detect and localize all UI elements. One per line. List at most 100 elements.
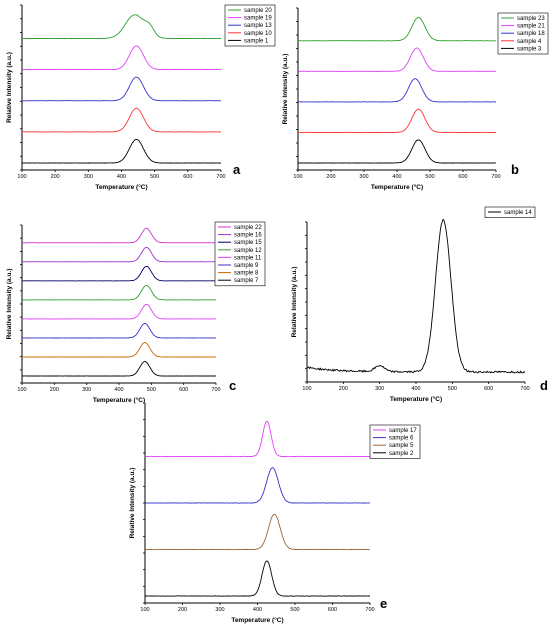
series-line-sample-19: [21, 45, 222, 71]
x-tick-label: 500: [448, 386, 457, 392]
series-line-sample-23: [297, 17, 496, 42]
legend-label: sample 20: [244, 8, 272, 14]
legend-label: sample 1: [244, 38, 269, 44]
series-line-sample-1: [22, 138, 222, 164]
x-tick-label: 500: [290, 607, 299, 613]
x-tick-label: 600: [458, 174, 467, 180]
x-tick-label: 100: [17, 174, 26, 180]
legend-label: sample 13: [244, 23, 272, 29]
x-tick-label: 200: [326, 174, 335, 180]
panel-c: 100 200 300 400 500 600 700 Temperature (°C) Rel…: [6, 221, 266, 404]
legend-label: sample 17: [389, 428, 417, 434]
panel-label: b: [511, 162, 519, 177]
x-tick-label: 600: [183, 174, 192, 180]
panel-label: a: [233, 162, 241, 177]
x-tick-label: 500: [425, 174, 434, 180]
series-line-sample-18: [297, 78, 496, 103]
series-line-sample-10: [21, 107, 222, 133]
series-line-sample-15: [22, 265, 217, 282]
legend-label: sample 11: [234, 255, 262, 261]
panel-d: 100 200 300 400 500 600 700 Temperature (°C) Rel…: [291, 206, 548, 403]
x-tick-label: 300: [359, 174, 368, 180]
legend-label: sample 8: [234, 271, 259, 277]
series-line-sample-2: [144, 560, 370, 597]
legend-label: sample 5: [389, 443, 414, 449]
panel-a: 100 200 300 400 500 600 700 Temperature (°C) Rel…: [6, 4, 276, 191]
x-tick-label: 100: [17, 387, 26, 393]
x-tick-label: 700: [491, 174, 500, 180]
legend-label: sample 19: [244, 16, 272, 22]
x-tick-label: 400: [117, 174, 126, 180]
x-tick-label: 500: [150, 174, 159, 180]
series-line-sample-7: [22, 361, 217, 377]
panel-label: c: [229, 378, 236, 393]
x-tick-label: 500: [147, 387, 156, 393]
x-tick-label: 400: [114, 387, 123, 393]
legend-label: sample 23: [517, 16, 545, 22]
legend-box: [484, 206, 536, 218]
series-line-sample-16: [21, 246, 216, 263]
x-tick-label: 100: [302, 386, 311, 392]
legend-label: sample 22: [234, 225, 262, 231]
x-tick-label: 200: [339, 386, 348, 392]
x-tick-label: 700: [211, 387, 220, 393]
series-line-sample-14: [306, 219, 526, 374]
x-tick-label: 400: [392, 174, 401, 180]
panel-label: d: [540, 378, 548, 393]
legend-label: sample 7: [234, 278, 259, 284]
x-tick-label: 700: [365, 607, 374, 613]
legend-label: sample 9: [234, 263, 259, 269]
series-line-sample-8: [22, 341, 216, 358]
x-tick-label: 200: [178, 607, 187, 613]
y-axis-label: Relative Intensity (a.u.): [6, 269, 13, 340]
legend-label: sample 21: [517, 24, 545, 30]
panel-label: e: [380, 596, 387, 611]
x-axis-label: Temperature (°C): [95, 183, 147, 191]
legend-label: sample 2: [389, 451, 414, 457]
legend-label: sample 10: [244, 31, 272, 37]
y-axis-label: Relative Intensity (a.u.): [282, 54, 289, 125]
series-line-sample-21: [298, 47, 497, 72]
x-axis-label: Temperature (°C): [371, 183, 423, 191]
x-axis-label: Temperature (°C): [93, 396, 145, 404]
legend-label: sample 12: [234, 248, 262, 254]
series-line-sample-13: [22, 76, 222, 102]
series-line-sample-17: [144, 420, 371, 458]
x-tick-label: 600: [484, 386, 493, 392]
legend-box: [214, 221, 266, 287]
series-line-sample-3: [298, 139, 496, 164]
legend-label: sample 18: [517, 31, 545, 37]
x-tick-label: 400: [411, 386, 420, 392]
legend-label: sample 6: [389, 436, 414, 442]
x-tick-label: 200: [50, 387, 59, 393]
x-tick-label: 700: [520, 386, 529, 392]
x-axis-label: Temperature (°C): [390, 395, 442, 403]
x-tick-label: 100: [293, 174, 302, 180]
x-tick-label: 700: [216, 174, 225, 180]
y-axis-label: Relative Intensity (a.u.): [129, 468, 136, 539]
x-tick-label: 200: [51, 174, 60, 180]
x-tick-label: 400: [253, 607, 262, 613]
series-line-sample-5: [144, 513, 370, 551]
panel-b: 100 200 300 400 500 600 700 Temperature (°C) Rel…: [282, 7, 549, 191]
series-line-sample-22: [21, 227, 216, 244]
x-axis-label: Temperature (°C): [231, 616, 283, 624]
x-tick-label: 600: [328, 607, 337, 613]
x-tick-label: 100: [140, 607, 149, 613]
x-tick-label: 300: [82, 387, 91, 393]
legend-label: sample 3: [517, 46, 542, 52]
legend-label: sample 16: [234, 233, 262, 239]
legend-label: sample 4: [517, 39, 542, 45]
y-axis-label: Relative Intensity (a.u.): [291, 267, 298, 338]
series-line-sample-12: [21, 284, 216, 301]
legend-label: sample 15: [234, 240, 262, 246]
panel-e: 100 200 300 400 500 600 700 Temperature (°C) Rel…: [129, 402, 421, 624]
y-axis-label: Relative Intensity (a.u.): [6, 52, 13, 123]
series-line-sample-6: [144, 467, 370, 504]
legend-label: sample 14: [504, 210, 532, 216]
series-line-sample-4: [297, 108, 496, 134]
series-line-sample-20: [22, 14, 222, 40]
series-line-sample-9: [21, 322, 217, 339]
x-tick-label: 300: [215, 607, 224, 613]
